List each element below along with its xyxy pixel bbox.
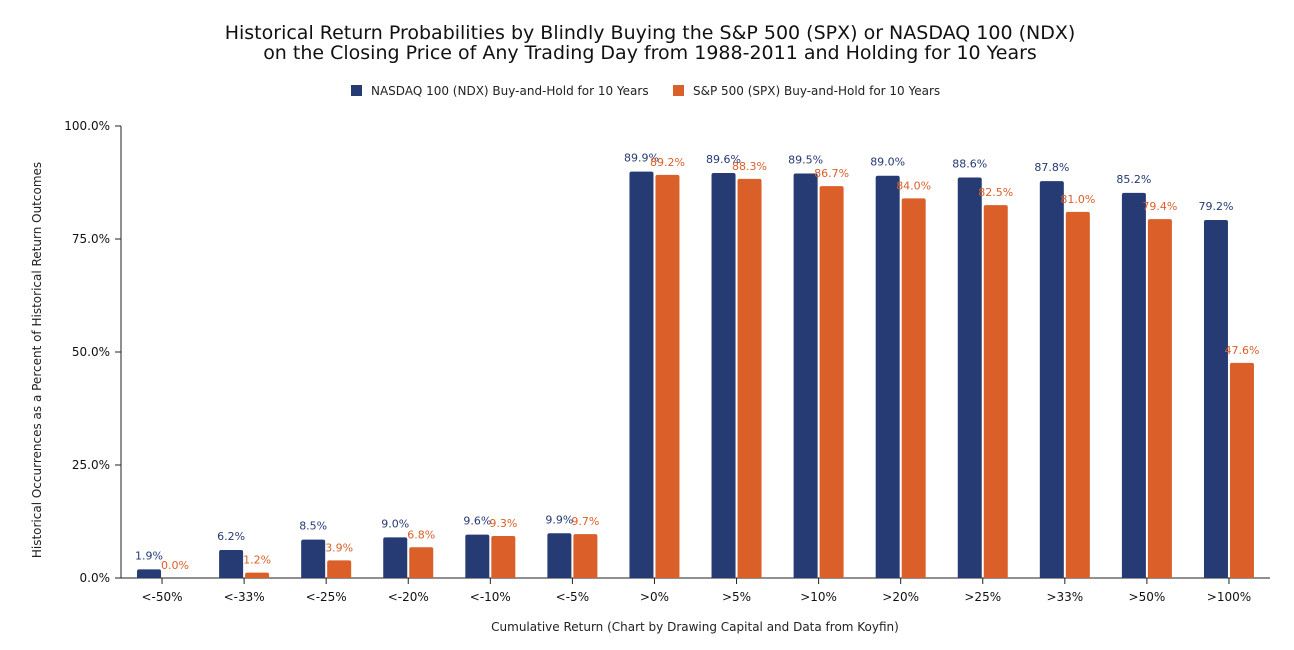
x-tick-label-3: <-20%	[388, 590, 429, 604]
x-tick-label-0: <-50%	[142, 590, 183, 604]
data-label-series-0-0: 1.9%	[135, 549, 163, 562]
y-tick-label-3: 75.0%	[72, 232, 110, 246]
chart-title-line-2: on the Closing Price of Any Trading Day …	[263, 42, 1037, 64]
data-label-series-0-2: 8.5%	[299, 520, 327, 533]
bar-series-1-3	[409, 547, 434, 578]
data-label-series-1-7: 88.3%	[732, 160, 767, 173]
x-tick-label-2: <-25%	[306, 590, 347, 604]
data-label-series-1-5: 9.7%	[571, 515, 599, 528]
data-label-series-1-8: 86.7%	[814, 167, 849, 180]
data-label-series-0-7: 89.6%	[706, 153, 741, 166]
x-axis-label: Cumulative Return (Chart by Drawing Capi…	[491, 620, 899, 634]
legend-swatch-spx	[673, 85, 684, 96]
bar-series-1-6	[655, 174, 680, 579]
bar-series-0-6	[629, 171, 654, 579]
data-label-series-0-6: 89.9%	[624, 152, 659, 165]
bar-series-0-13	[1203, 220, 1228, 579]
x-tick-label-5: <-5%	[556, 590, 589, 604]
plot-area: 0.0%25.0%50.0%75.0%100.0%<-50%1.9%0.0%<-…	[64, 119, 1270, 604]
data-label-series-1-3: 6.8%	[407, 528, 435, 541]
data-label-series-0-4: 9.6%	[463, 515, 491, 528]
bar-series-1-11	[1065, 211, 1090, 578]
data-label-series-1-12: 79.4%	[1142, 200, 1177, 213]
y-axis-label: Historical Occurrences as a Percent of H…	[30, 162, 44, 558]
bar-series-1-1	[245, 572, 270, 578]
bar-series-0-3	[383, 537, 408, 578]
bar-series-0-8	[793, 173, 818, 578]
bar-series-1-2	[327, 560, 352, 578]
data-label-series-0-11: 87.8%	[1034, 161, 1069, 174]
data-label-series-1-9: 84.0%	[896, 179, 931, 192]
bar-series-0-1	[219, 549, 244, 578]
bar-series-0-9	[875, 175, 900, 578]
data-label-series-1-11: 81.0%	[1060, 193, 1095, 206]
x-tick-label-12: >50%	[1129, 590, 1166, 604]
x-tick-label-10: >25%	[964, 590, 1001, 604]
legend-label-ndx: NASDAQ 100 (NDX) Buy-and-Hold for 10 Yea…	[371, 84, 649, 98]
bar-series-1-13	[1229, 362, 1254, 578]
legend: NASDAQ 100 (NDX) Buy-and-Hold for 10 Yea…	[351, 84, 940, 98]
data-label-series-0-13: 79.2%	[1198, 200, 1233, 213]
y-tick-label-0: 0.0%	[80, 571, 111, 585]
x-tick-label-13: >100%	[1207, 590, 1251, 604]
legend-label-spx: S&P 500 (SPX) Buy-and-Hold for 10 Years	[693, 84, 940, 98]
data-label-series-0-1: 6.2%	[217, 530, 245, 543]
bar-series-1-8	[819, 186, 844, 578]
legend-swatch-ndx	[351, 85, 362, 96]
x-tick-label-6: >0%	[640, 590, 669, 604]
data-label-series-1-4: 9.3%	[489, 517, 517, 530]
bar-series-1-9	[901, 198, 926, 578]
data-label-series-0-8: 89.5%	[788, 153, 823, 166]
data-label-series-0-9: 89.0%	[870, 156, 905, 169]
x-tick-label-7: >5%	[722, 590, 751, 604]
chart-title-line-1: Historical Return Probabilities by Blind…	[225, 22, 1076, 44]
data-label-series-0-12: 85.2%	[1116, 173, 1151, 186]
bar-series-1-12	[1147, 219, 1172, 578]
bar-series-0-12	[1121, 192, 1146, 578]
x-tick-label-11: >33%	[1046, 590, 1083, 604]
data-label-series-1-1: 1.2%	[243, 554, 271, 567]
y-tick-label-2: 50.0%	[72, 345, 110, 359]
data-label-series-0-10: 88.6%	[952, 158, 987, 171]
bar-series-1-5	[573, 534, 598, 578]
x-tick-label-1: <-33%	[224, 590, 265, 604]
bar-series-0-4	[465, 534, 490, 578]
bar-series-0-10	[957, 177, 982, 578]
bar-series-0-5	[547, 533, 572, 578]
x-tick-label-4: <-10%	[470, 590, 511, 604]
data-label-series-1-2: 3.9%	[325, 541, 353, 554]
bar-series-0-7	[711, 173, 736, 578]
y-tick-label-1: 25.0%	[72, 458, 110, 472]
data-label-series-0-3: 9.0%	[381, 517, 409, 530]
bar-series-0-2	[301, 539, 326, 578]
data-label-series-1-6: 89.2%	[650, 156, 685, 169]
bar-series-0-11	[1039, 181, 1064, 579]
data-label-series-1-10: 82.5%	[978, 186, 1013, 199]
y-tick-label-4: 100.0%	[64, 119, 110, 133]
x-tick-label-9: >20%	[882, 590, 919, 604]
bar-series-1-10	[983, 205, 1008, 578]
bar-series-1-4	[491, 535, 516, 578]
bar-series-0-0	[137, 569, 162, 578]
data-label-series-1-13: 47.6%	[1224, 344, 1259, 357]
x-tick-label-8: >10%	[800, 590, 837, 604]
bar-series-1-7	[737, 178, 762, 578]
data-label-series-0-5: 9.9%	[545, 513, 573, 526]
data-label-series-1-0: 0.0%	[161, 559, 189, 572]
